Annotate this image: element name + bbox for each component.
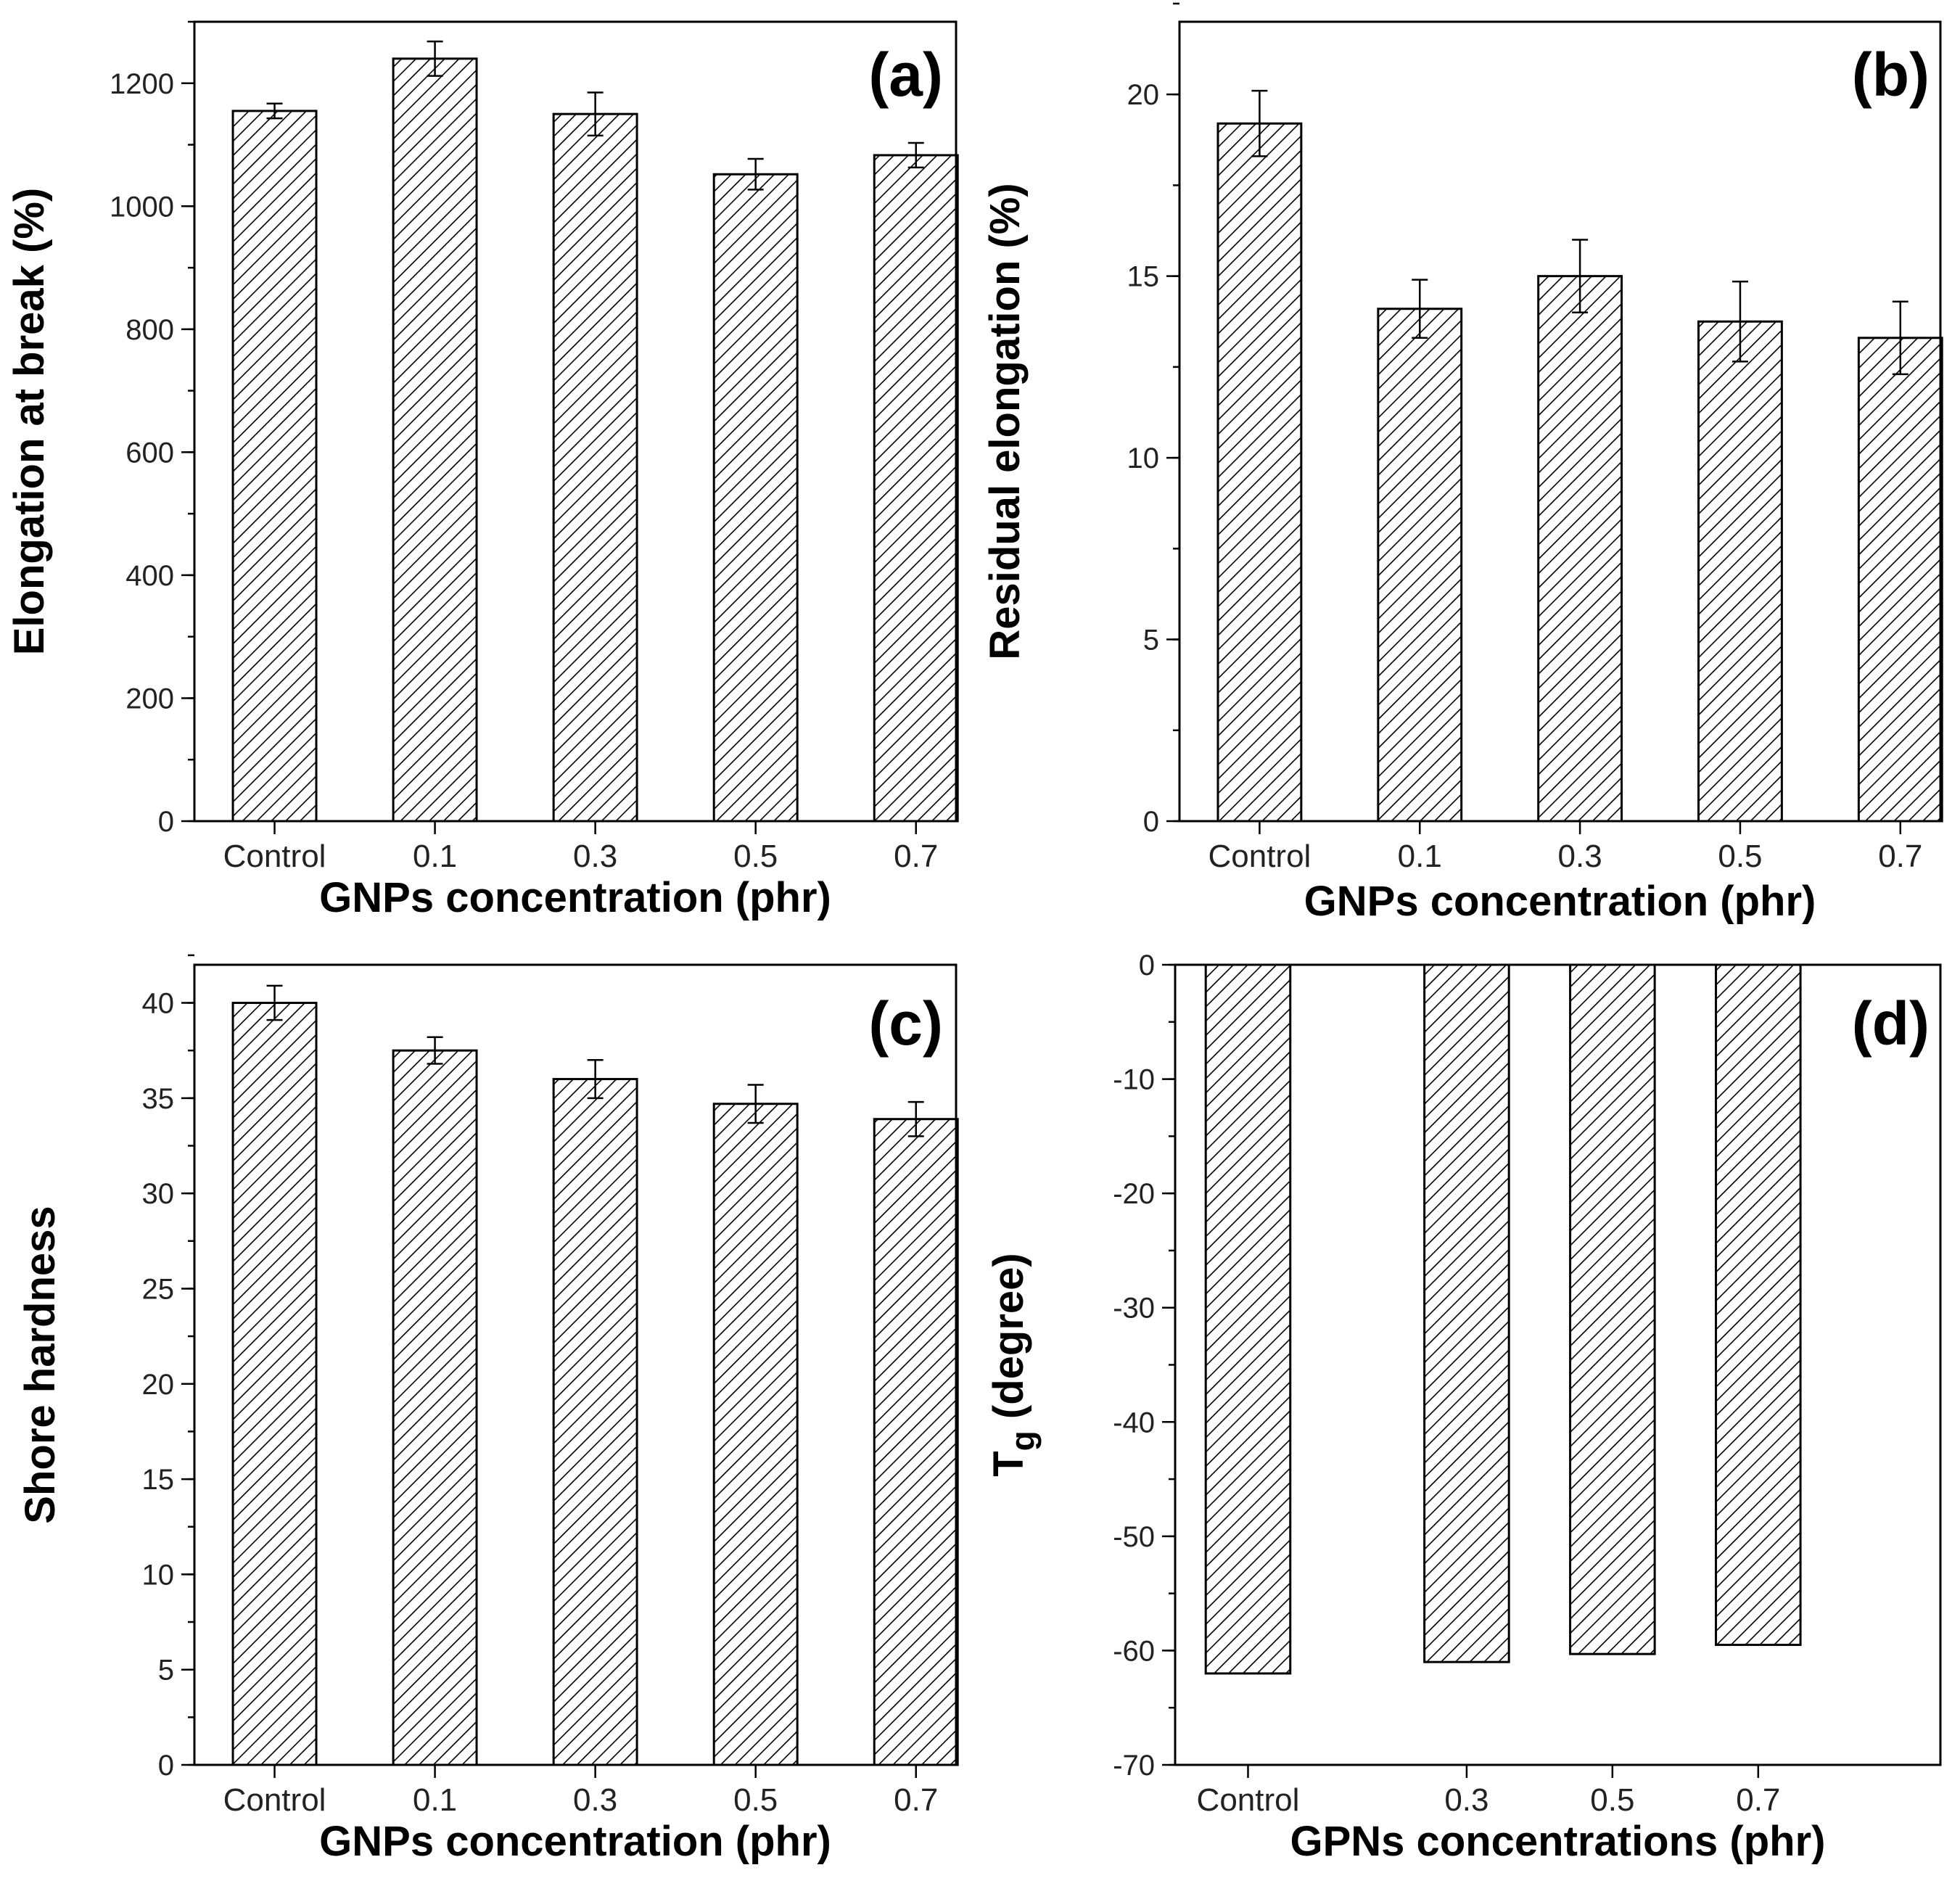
chart-panel-a: 0 200 400 600 800 1000 1200 Control 0.1 0.3 0.5 0.7… bbox=[6, 20, 959, 921]
x-tick-label: 0.3 bbox=[573, 839, 617, 874]
y-tick-label: 30 bbox=[142, 1178, 175, 1210]
bar bbox=[712, 1103, 799, 1766]
y-tick-label: -40 bbox=[1113, 1407, 1155, 1438]
y-tick-label: 10 bbox=[1127, 442, 1160, 474]
bar bbox=[231, 1002, 318, 1766]
y-tick-label: 5 bbox=[1143, 625, 1159, 656]
x-axis-title: GNPs concentration (phr) bbox=[319, 1818, 831, 1865]
y-tick-label: -60 bbox=[1113, 1635, 1155, 1667]
x-tick-label: Control bbox=[223, 1782, 326, 1818]
y-tick-label: 1000 bbox=[110, 191, 174, 223]
y-tick-label: -50 bbox=[1113, 1521, 1155, 1553]
y-tick-label: 600 bbox=[125, 437, 174, 469]
y-axis-title: Shore hardness bbox=[17, 1206, 64, 1523]
y-axis-title: Residual elongation (%) bbox=[981, 183, 1029, 659]
y-tick-label: 25 bbox=[142, 1273, 175, 1305]
x-tick-label: 0.7 bbox=[1736, 1782, 1780, 1818]
bar bbox=[1216, 122, 1303, 823]
bar bbox=[1537, 275, 1623, 823]
x-tick-label: 0.5 bbox=[1590, 1782, 1634, 1818]
chart-panel-c: 0 5 10 15 20 25 30 35 40 Control 0.1 0.3 0.5 0.7 GNPs … bbox=[17, 954, 959, 1865]
x-tick-label: 0.7 bbox=[894, 839, 938, 874]
panel-label: (c) bbox=[868, 989, 943, 1058]
x-tick-label: 0.7 bbox=[894, 1782, 938, 1818]
y-tick-label: 15 bbox=[142, 1464, 175, 1496]
bar bbox=[712, 173, 799, 823]
panel-label: (a) bbox=[868, 41, 943, 109]
x-tick-label: 0.1 bbox=[413, 1782, 457, 1818]
bar bbox=[1377, 308, 1463, 823]
bar bbox=[231, 110, 318, 823]
y-tick-label: 0 bbox=[1143, 806, 1159, 838]
x-tick-label: Control bbox=[1208, 839, 1311, 874]
bar bbox=[552, 112, 638, 823]
bar bbox=[552, 1078, 638, 1766]
y-tick-label: 0 bbox=[158, 1750, 174, 1782]
bar bbox=[873, 154, 959, 823]
y-tick-label: 800 bbox=[125, 314, 174, 346]
y-tick-label: -10 bbox=[1113, 1064, 1155, 1096]
x-tick-label: 0.3 bbox=[573, 1782, 617, 1818]
y-tick-label: -70 bbox=[1113, 1750, 1155, 1782]
bar bbox=[873, 1118, 959, 1766]
y-tick-label: 400 bbox=[125, 560, 174, 592]
y-axis-title-main: Elongation at break (%) bbox=[6, 188, 53, 656]
x-tick-label: 0.3 bbox=[1558, 839, 1602, 874]
x-tick-label: 0.3 bbox=[1444, 1782, 1488, 1818]
y-tick-label: 15 bbox=[1127, 261, 1160, 293]
plot-frame bbox=[193, 963, 958, 1766]
y-axis-title: Tg (degree) bbox=[985, 1253, 1042, 1477]
x-axis-title: GPNs concentrations (phr) bbox=[1290, 1818, 1826, 1865]
y-axis-title-main: Residual elongation (%) bbox=[981, 183, 1029, 659]
y-axis-title-main: T bbox=[985, 1451, 1032, 1476]
y-tick-label: 40 bbox=[142, 988, 175, 1020]
panel-label: (b) bbox=[1852, 41, 1930, 109]
y-axis-title: Elongation at break (%) bbox=[6, 188, 53, 656]
y-axis-title-main: Shore hardness bbox=[17, 1206, 64, 1523]
y-tick-label: 35 bbox=[142, 1083, 175, 1115]
x-tick-label: 0.1 bbox=[413, 839, 457, 874]
x-tick-label: 0.5 bbox=[733, 1782, 778, 1818]
bar bbox=[1204, 963, 1292, 1675]
bar bbox=[392, 1049, 478, 1766]
plot-frame bbox=[1178, 20, 1942, 823]
y-tick-label: 200 bbox=[125, 683, 174, 715]
y-tick-label: -30 bbox=[1113, 1293, 1155, 1325]
y-axis-title-tail: (degree) bbox=[985, 1253, 1032, 1430]
x-tick-label: Control bbox=[223, 839, 326, 874]
x-tick-label: Control bbox=[1197, 1782, 1300, 1818]
y-tick-label: 0 bbox=[158, 806, 174, 838]
y-tick-label: -20 bbox=[1113, 1178, 1155, 1210]
chart-panel-d: -70 -60 -50 -40 -30 -20 -10 0 Control 0.3 0.5 0.7GP… bbox=[985, 950, 1942, 1865]
chart-panel-b: 0 5 10 15 20 Control 0.1 0.3 0.5 0.7 GNPs concentr… bbox=[981, 2, 1943, 925]
x-tick-label: 0.7 bbox=[1878, 839, 1922, 874]
bar bbox=[1697, 320, 1783, 823]
bar bbox=[392, 57, 478, 823]
bar bbox=[1569, 963, 1656, 1655]
x-tick-label: 0.5 bbox=[733, 839, 778, 874]
bar bbox=[1857, 337, 1943, 823]
y-axis-title-subscript: g bbox=[1004, 1430, 1042, 1451]
y-tick-label: 20 bbox=[1127, 79, 1160, 111]
bar bbox=[1715, 963, 1802, 1647]
y-tick-label: 20 bbox=[142, 1369, 175, 1401]
x-axis-title: GNPs concentration (phr) bbox=[319, 874, 831, 921]
y-tick-label: 0 bbox=[1139, 950, 1155, 981]
y-tick-label: 10 bbox=[142, 1559, 175, 1591]
bar bbox=[1423, 963, 1510, 1663]
y-tick-label: 5 bbox=[158, 1655, 174, 1687]
y-tick-label: 1200 bbox=[110, 68, 174, 100]
x-tick-label: 0.1 bbox=[1398, 839, 1442, 874]
plot-frame bbox=[193, 20, 958, 823]
x-tick-label: 0.5 bbox=[1718, 839, 1762, 874]
x-axis-title: GNPs concentration (phr) bbox=[1304, 878, 1816, 925]
panel-label: (d) bbox=[1852, 989, 1930, 1058]
